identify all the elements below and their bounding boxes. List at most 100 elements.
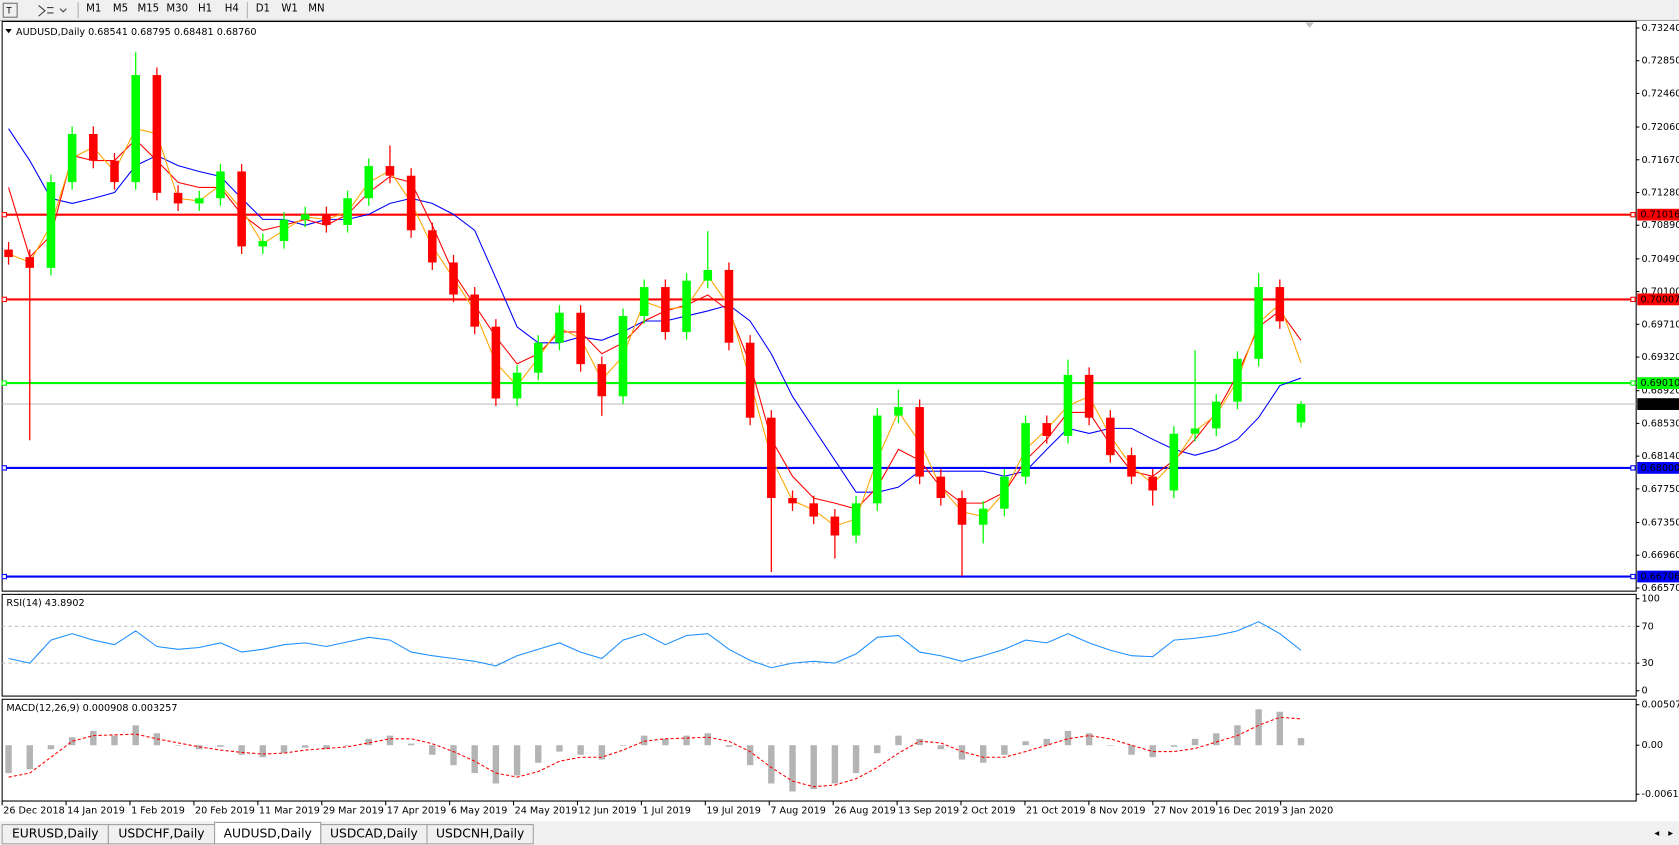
y-tick-label: 0.67350 [1642,517,1679,528]
indicator-title: RSI(14) 43.8902 [6,598,84,609]
candle-body [67,133,77,183]
level-label: 0.68000 [1640,463,1679,474]
candle-body [258,241,268,247]
macd-bar [26,745,33,770]
macd-bar [535,745,542,763]
macd-bar [895,735,902,746]
x-tick-label: 1 Jul 2019 [642,806,690,817]
candle-body [406,175,416,231]
candle-body [300,214,310,220]
macd-bar [5,745,12,774]
candle-body [639,287,649,317]
candle-body [872,415,882,504]
scroll-right[interactable]: ▸ [1668,828,1673,839]
timeframe-button[interactable]: M5 [113,4,128,15]
tab-label[interactable]: EURUSD,Daily [12,827,99,841]
level-handle [1630,296,1636,303]
candle-body [470,294,479,327]
candle-body [1148,476,1157,491]
candle-body [1042,423,1052,436]
candle-body [830,516,840,536]
candle-body [194,198,204,204]
x-tick-label: 12 Jun 2019 [579,806,637,817]
level-handle [1,212,7,218]
level-label-bg [1637,570,1679,583]
price-panel [1,20,1637,592]
toolbar-icon[interactable] [2,2,18,18]
toolbar [0,0,1679,21]
macd-bar [619,745,627,746]
toolbar-icon-glyph: T [5,6,12,16]
timeframe-button[interactable]: M30 [166,4,188,15]
candle-body [597,364,607,397]
tab-label[interactable]: USDCAD,Daily [330,827,418,841]
candle-body [809,503,818,517]
macd-bar [344,745,351,746]
candle-body [364,166,374,199]
tab-label[interactable]: AUDUSD,Daily [224,827,312,841]
y-tick-label: 0 [1642,686,1648,697]
candle-body [1106,417,1115,456]
macd-bar [68,737,76,746]
candle-body [661,287,670,333]
x-tick-label: 27 Nov 2019 [1154,806,1216,817]
macd-bar [746,745,754,766]
x-tick-label: 16 Dec 2019 [1218,806,1280,817]
toolbar-icon[interactable] [38,5,67,17]
shift-marker [1305,22,1314,28]
level-label: 0.71016 [1640,210,1679,221]
macd-bar [47,745,55,750]
tab[interactable] [426,824,534,845]
macd-bar [1297,738,1305,746]
macd-bar [280,745,288,754]
timeframe-button[interactable]: H4 [225,4,239,15]
level-label-bg [1637,377,1679,389]
candle-body [1021,423,1030,477]
macd-bar [386,735,394,746]
candle-body [1063,374,1073,436]
legend-arrow [5,28,12,34]
chart-title: AUDUSD,Daily 0.68541 0.68795 0.68481 0.6… [16,27,256,38]
x-tick-label: 20 Feb 2019 [195,806,255,817]
level-handle [1,380,7,386]
indicator-line [8,716,1302,788]
timeframe-button[interactable]: MN [308,4,324,15]
candle-body [894,407,903,416]
candle-body [555,312,564,343]
timeframe-button[interactable]: M15 [137,4,159,15]
x-tick-label: 14 Jan 2019 [67,806,125,817]
y-tick-label: 0.72460 [1642,88,1679,99]
candle-body [216,171,225,199]
tab-label[interactable]: USDCNH,Daily [436,827,524,841]
level-handle [1630,573,1636,580]
y-tick-label: 0.00 [1642,740,1663,751]
y-tick-label: 0.66570 [1642,583,1679,594]
candle-body [4,249,13,258]
candle-body [1169,433,1179,491]
macd-bar [1085,733,1093,746]
candle-body [152,75,162,193]
timeframe-button[interactable]: D1 [256,4,270,15]
level-label-bg [1637,208,1679,221]
macd-bar [238,745,245,755]
level-handle [1630,465,1636,471]
current-price-label: 0.68760 [1640,399,1679,410]
timeframe-button[interactable]: H1 [198,4,212,15]
candle-body [1000,476,1009,509]
macd-bar [471,745,478,774]
x-tick-label: 19 Jul 2019 [706,806,760,817]
timeframe-button[interactable]: M1 [86,4,101,15]
macd-bar [874,745,881,754]
level-handle [1,573,7,580]
y-tick-label: 0.69320 [1642,352,1679,363]
y-tick-label: -0.006146 [1642,789,1679,800]
scroll-left[interactable]: ◂ [1654,828,1659,839]
macd-bar [1128,745,1135,755]
candle-body [703,269,713,281]
timeframe-button[interactable]: W1 [281,4,298,15]
macd-bar [937,745,945,750]
tab-label[interactable]: USDCHF,Daily [118,827,204,841]
candle-body [618,316,628,397]
y-tick-label: 0.69710 [1642,319,1679,330]
level-handle [1,465,7,471]
